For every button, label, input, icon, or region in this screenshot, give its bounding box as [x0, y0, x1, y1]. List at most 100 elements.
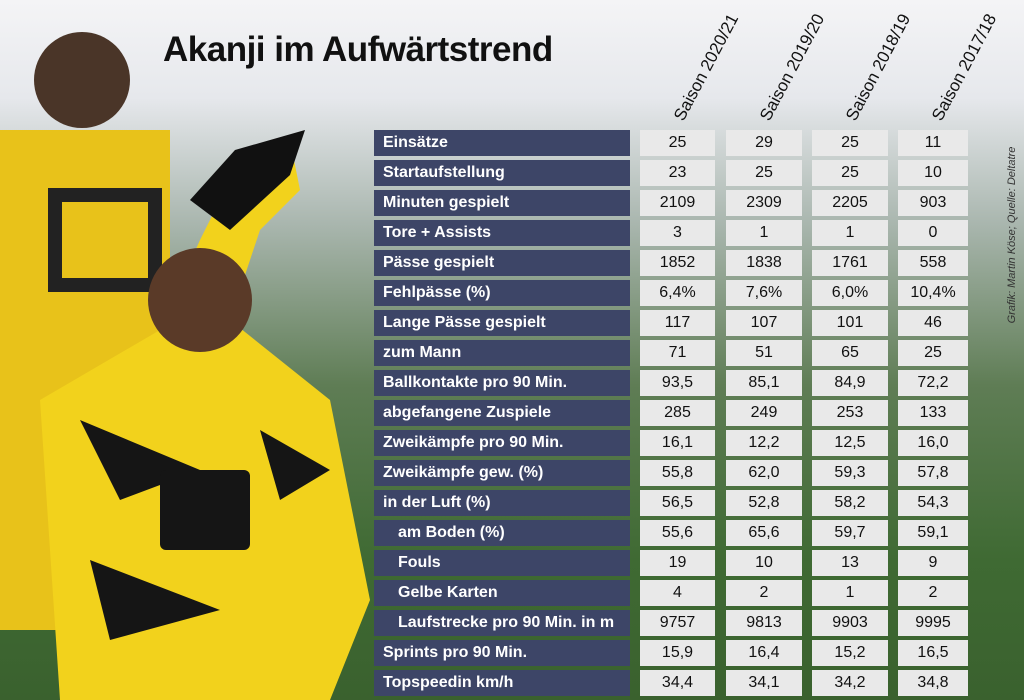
cell-value: 72,2: [898, 370, 968, 396]
cell-value: 25: [812, 160, 888, 186]
cell-value: 34,1: [726, 670, 802, 696]
player-illustration: [0, 32, 370, 700]
cell-value: 1: [812, 220, 888, 246]
cell-value: 2109: [640, 190, 715, 216]
cell-value: 558: [898, 250, 968, 276]
cell-value: 54,3: [898, 490, 968, 516]
cell-value: 285: [640, 400, 715, 426]
row-label: Einsätze: [374, 130, 630, 156]
cell-value: 23: [640, 160, 715, 186]
cell-value: 13: [812, 550, 888, 576]
cell-value: 2205: [812, 190, 888, 216]
cell-value: 65,6: [726, 520, 802, 546]
cell-value: 25: [640, 130, 715, 156]
cell-value: 93,5: [640, 370, 715, 396]
cell-value: 1838: [726, 250, 802, 276]
column-header: Saison 2020/21: [670, 10, 743, 124]
credit: Grafik: Martin Köse; Quelle: Deltatre: [1006, 146, 1018, 324]
cell-value: 4: [640, 580, 715, 606]
row-label: abgefangene Zuspiele: [374, 400, 630, 426]
cell-value: 253: [812, 400, 888, 426]
cell-value: 19: [640, 550, 715, 576]
cell-value: 11: [898, 130, 968, 156]
cell-value: 65: [812, 340, 888, 366]
cell-value: 16,0: [898, 430, 968, 456]
row-label: Lange Pässe gespielt: [374, 310, 630, 336]
cell-value: 903: [898, 190, 968, 216]
cell-value: 62,0: [726, 460, 802, 486]
cell-value: 9903: [812, 610, 888, 636]
row-label: Laufstrecke pro 90 Min. in m: [374, 610, 630, 636]
cell-value: 34,8: [898, 670, 968, 696]
cell-value: 55,6: [640, 520, 715, 546]
cell-value: 52,8: [726, 490, 802, 516]
row-label: Gelbe Karten: [374, 580, 630, 606]
cell-value: 249: [726, 400, 802, 426]
front-player-shirt: [40, 140, 370, 700]
row-label: Zweikämpfe gew. (%): [374, 460, 630, 486]
cell-value: 57,8: [898, 460, 968, 486]
cell-value: 2: [726, 580, 802, 606]
cell-value: 3: [640, 220, 715, 246]
row-label: Sprints pro 90 Min.: [374, 640, 630, 666]
row-label: zum Mann: [374, 340, 630, 366]
row-label: Fehlpässe (%): [374, 280, 630, 306]
sponsor-badge: [160, 470, 250, 550]
cell-value: 9757: [640, 610, 715, 636]
cell-value: 1: [726, 220, 802, 246]
cell-value: 51: [726, 340, 802, 366]
cell-value: 7,6%: [726, 280, 802, 306]
cell-value: 16,4: [726, 640, 802, 666]
cell-value: 16,5: [898, 640, 968, 666]
column-header: Saison 2017/18: [928, 10, 1001, 124]
cell-value: 71: [640, 340, 715, 366]
row-label: Minuten gespielt: [374, 190, 630, 216]
row-label: Topspeedin km/h: [374, 670, 630, 696]
row-label: Fouls: [374, 550, 630, 576]
cell-value: 84,9: [812, 370, 888, 396]
cell-value: 1: [812, 580, 888, 606]
cell-value: 15,9: [640, 640, 715, 666]
cell-value: 1852: [640, 250, 715, 276]
cell-value: 46: [898, 310, 968, 336]
cell-value: 10: [898, 160, 968, 186]
cell-value: 25: [726, 160, 802, 186]
cell-value: 16,1: [640, 430, 715, 456]
cell-value: 15,2: [812, 640, 888, 666]
cell-value: 6,0%: [812, 280, 888, 306]
cell-value: 107: [726, 310, 802, 336]
cell-value: 10: [726, 550, 802, 576]
cell-value: 59,1: [898, 520, 968, 546]
title: Akanji im Aufwärtstrend: [163, 30, 553, 69]
column-header: Saison 2019/20: [756, 10, 829, 124]
cell-value: 25: [898, 340, 968, 366]
cell-value: 34,4: [640, 670, 715, 696]
cell-value: 25: [812, 130, 888, 156]
cell-value: 9: [898, 550, 968, 576]
cell-value: 58,2: [812, 490, 888, 516]
row-label: Startaufstellung: [374, 160, 630, 186]
cell-value: 56,5: [640, 490, 715, 516]
cell-value: 2: [898, 580, 968, 606]
cell-value: 101: [812, 310, 888, 336]
cell-value: 1761: [812, 250, 888, 276]
cell-value: 12,5: [812, 430, 888, 456]
cell-value: 9995: [898, 610, 968, 636]
row-label: Ballkontakte pro 90 Min.: [374, 370, 630, 396]
cell-value: 9813: [726, 610, 802, 636]
back-player-head: [34, 32, 130, 128]
row-label: in der Luft (%): [374, 490, 630, 516]
row-label: Tore + Assists: [374, 220, 630, 246]
glove: [190, 130, 305, 230]
cell-value: 117: [640, 310, 715, 336]
shirt-number: [48, 188, 162, 292]
cell-value: 10,4%: [898, 280, 968, 306]
row-label: Pässe gespielt: [374, 250, 630, 276]
cell-value: 59,3: [812, 460, 888, 486]
front-player-head: [148, 248, 252, 352]
cell-value: 133: [898, 400, 968, 426]
cell-value: 0: [898, 220, 968, 246]
cell-value: 59,7: [812, 520, 888, 546]
cell-value: 29: [726, 130, 802, 156]
